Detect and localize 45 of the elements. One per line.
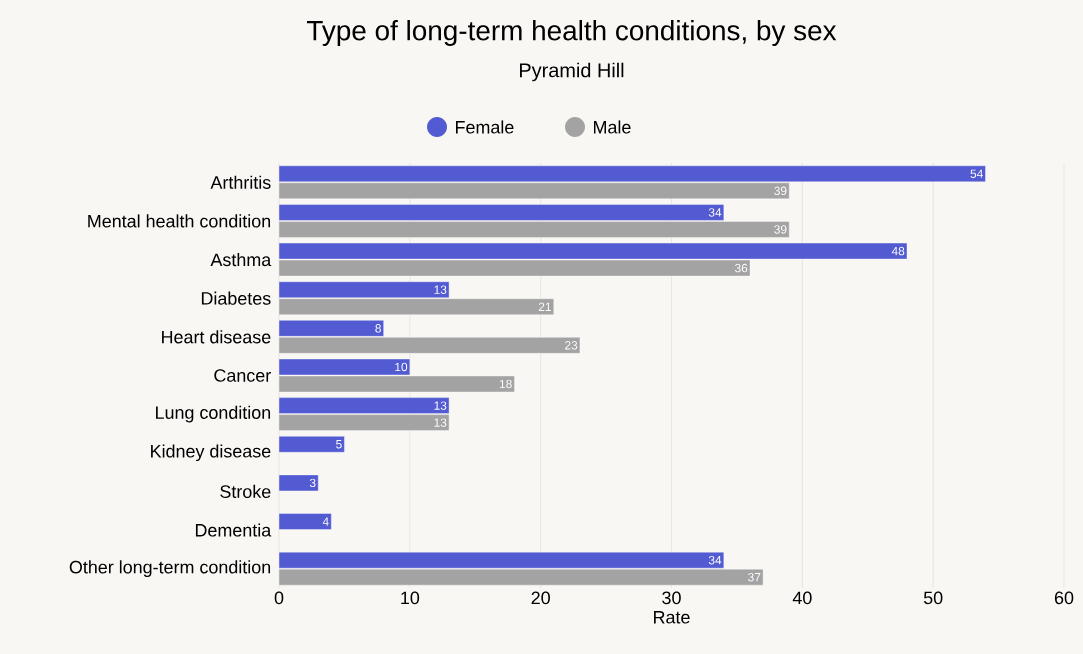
data-label: 18 (499, 379, 512, 389)
legend-label: Female (455, 120, 514, 134)
x-tick-label: 50 (923, 591, 943, 605)
y-tick-label: Arthritis (210, 175, 271, 189)
data-label: 54 (970, 169, 983, 178)
chart-title: Type of long-term health conditions, by sex (306, 20, 837, 46)
x-tick-label: 0 (274, 591, 284, 605)
x-tick-label: 60 (1054, 591, 1074, 605)
data-label: 48 (891, 246, 905, 256)
data-label: 3 (309, 478, 316, 488)
legend-label: Male (593, 120, 631, 134)
data-label: 39 (774, 225, 787, 234)
data-label: 8 (375, 324, 381, 333)
bar (278, 474, 319, 492)
x-tick-label: 10 (401, 591, 420, 605)
y-tick-label: Diabetes (201, 291, 271, 305)
bar (278, 513, 332, 530)
data-label: 34 (708, 555, 722, 565)
x-tick-label: 40 (792, 591, 812, 605)
data-label: 13 (434, 418, 447, 427)
data-label: 23 (565, 341, 578, 350)
y-tick-label: Heart disease (162, 330, 271, 344)
y-tick-label: Dementia (195, 523, 272, 537)
data-label: 39 (774, 186, 787, 196)
y-tick-label: Other long-term condition (69, 560, 271, 578)
y-tick-label: Mental health condition (88, 214, 271, 228)
data-label: 5 (336, 440, 342, 449)
y-tick-label: Stroke (220, 484, 271, 498)
data-label: 36 (734, 263, 748, 273)
x-axis-title: Rate (654, 611, 690, 624)
chart-subtitle: Pyramid Hill (520, 62, 624, 82)
bar (278, 436, 345, 453)
y-tick-label: Cancer (214, 369, 271, 382)
x-tick-label: 30 (662, 591, 681, 605)
y-tick-label: Lung condition (156, 405, 271, 423)
data-label: 13 (434, 285, 447, 294)
data-label: 13 (434, 401, 447, 410)
data-label: 37 (748, 572, 761, 582)
y-tick-label: Kidney disease (151, 444, 271, 462)
data-label: 34 (708, 208, 722, 217)
data-label: 21 (538, 302, 551, 311)
y-tick-label: Asthma (210, 252, 272, 267)
data-label: 10 (395, 362, 408, 372)
x-tick-label: 20 (531, 591, 550, 605)
data-label: 4 (322, 517, 329, 526)
